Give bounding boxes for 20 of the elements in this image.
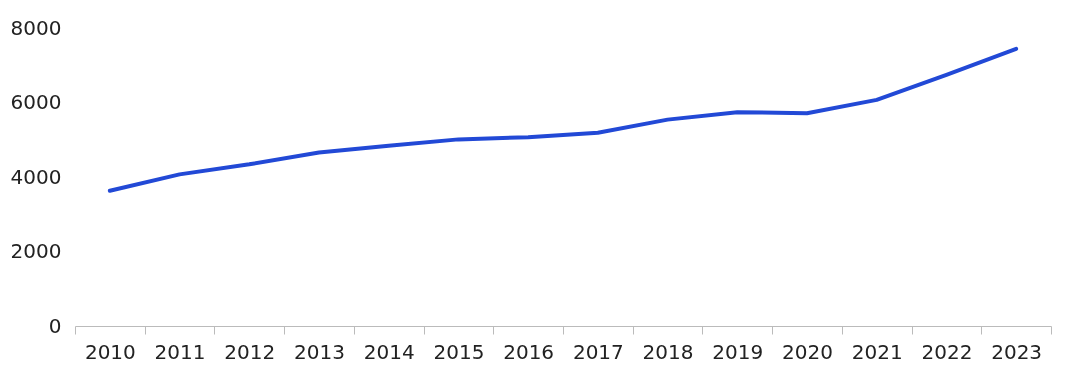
- x-tick-label: 2023: [991, 339, 1043, 364]
- x-tick-label: 2021: [851, 339, 903, 364]
- y-tick-label: 0: [48, 313, 62, 338]
- y-tick-label: 4000: [10, 164, 62, 189]
- x-tick-label: 2012: [224, 339, 276, 364]
- x-tick-label: 2017: [572, 339, 624, 364]
- x-tick-label: 2020: [782, 339, 833, 364]
- x-tick-label: 2015: [433, 339, 485, 364]
- x-tick-label: 2019: [712, 339, 764, 364]
- x-tick-label: 2011: [154, 339, 206, 364]
- x-tick-label: 2022: [921, 339, 973, 364]
- x-tick-label: 2016: [503, 339, 555, 364]
- y-tick-label: 2000: [10, 239, 62, 263]
- x-tick-label: 2014: [363, 339, 415, 364]
- x-tick-label: 2013: [294, 339, 345, 364]
- y-tick-label: 8000: [10, 15, 62, 40]
- y-tick-label: 6000: [10, 90, 62, 114]
- line-series: [107, 46, 1019, 193]
- x-tick-label: 2010: [84, 339, 136, 364]
- x-tick-label: 2018: [642, 339, 694, 364]
